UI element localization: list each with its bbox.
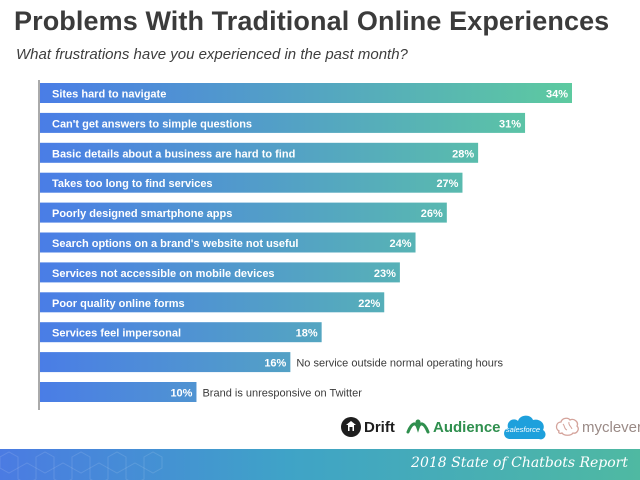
bar-10 [40,382,197,402]
value-label-5: 24% [389,238,411,250]
drift-logo: Drift [340,408,395,446]
drift-icon [341,417,361,437]
chart-title: Problems With Traditional Online Experie… [14,6,610,36]
myclever-logo: myclever [554,408,640,446]
footer-banner: 2018 State of Chatbots Report [0,449,640,480]
value-label-2: 28% [452,148,474,160]
value-label-0: 34% [546,89,568,101]
bar-2 [40,142,479,163]
category-label-4: Poorly designed smartphone apps [52,208,232,220]
value-label-9: 16% [264,358,286,370]
bar-3 [40,172,463,193]
bar-5 [40,232,416,253]
salesforce-cloud-icon: salesforce [504,415,546,440]
category-label-2: Basic details about a business are hard … [52,148,295,160]
audience-logo: Audience [406,408,501,446]
bar-0 [40,83,572,103]
brain-icon [555,417,579,436]
bar-4 [40,202,447,223]
myclever-logo-text: myclever [582,418,640,436]
bar-9 [40,352,291,373]
category-label-7: Poor quality online forms [52,298,185,310]
drift-logo-text: Drift [364,418,395,436]
salesforce-logo: salesforce [500,408,548,446]
category-label-1: Can't get answers to simple questions [52,118,252,130]
category-label-8: Services feel impersonal [52,328,181,340]
category-label-10: Brand is unresponsive on Twitter [202,388,362,400]
bar-6 [40,262,400,283]
bar-1 [40,112,526,133]
bar-chart: 34% Sites hard to navigate 31% Can't get an… [38,80,572,410]
sponsor-logos: Drift Audience salesforce myclever [340,408,640,446]
value-label-1: 31% [499,118,521,130]
category-label-3: Takes too long to find services [52,178,213,190]
audience-logo-text: Audience [433,418,501,436]
salesforce-logo-text: salesforce [506,425,540,434]
audience-icon [406,419,430,434]
value-label-8: 18% [296,328,318,340]
value-label-3: 27% [436,178,458,190]
footer-hexagon-pattern [0,451,163,480]
value-label-10: 10% [170,388,192,400]
bar-8 [40,322,322,343]
bar-7 [40,292,385,313]
category-label-0: Sites hard to navigate [52,89,166,101]
category-label-5: Search options on a brand's website not … [52,238,299,250]
category-label-9: No service outside normal operating hour… [296,358,503,370]
report-title: 2018 State of Chatbots Report [411,455,628,471]
chart-subtitle: What frustrations have you experienced i… [16,46,408,63]
value-label-6: 23% [374,268,396,280]
value-label-7: 22% [358,298,380,310]
value-label-4: 26% [421,208,443,220]
category-label-6: Services not accessible on mobile device… [52,268,275,280]
